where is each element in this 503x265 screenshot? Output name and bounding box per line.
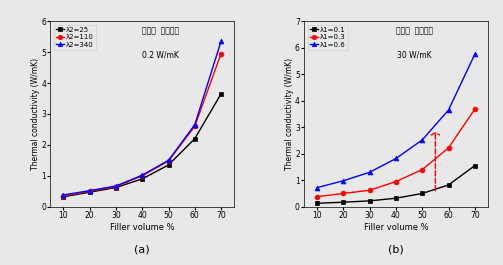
λ2=25 bbox=[218, 92, 224, 95]
λ1=0.6 bbox=[393, 157, 399, 160]
λ2=25 bbox=[165, 163, 172, 167]
λ2=110 bbox=[218, 52, 224, 55]
λ1=0.1 bbox=[419, 192, 425, 195]
λ2=340 bbox=[113, 184, 119, 188]
Text: 필러의  열전도율: 필러의 열전도율 bbox=[396, 27, 433, 36]
λ1=0.1 bbox=[314, 202, 320, 205]
Line: λ2=25: λ2=25 bbox=[61, 91, 223, 199]
X-axis label: Filler volume %: Filler volume % bbox=[110, 223, 175, 232]
λ2=110 bbox=[87, 190, 93, 193]
λ1=0.6 bbox=[314, 186, 320, 189]
λ1=0.3 bbox=[341, 192, 347, 195]
λ1=0.6 bbox=[367, 171, 373, 174]
Text: (b): (b) bbox=[388, 244, 404, 254]
λ2=340 bbox=[87, 189, 93, 192]
Line: λ2=340: λ2=340 bbox=[61, 39, 223, 197]
λ1=0.1 bbox=[393, 197, 399, 200]
λ1=0.3 bbox=[472, 108, 478, 111]
λ1=0.6 bbox=[341, 179, 347, 182]
λ1=0.1 bbox=[472, 164, 478, 167]
X-axis label: Filler volume %: Filler volume % bbox=[364, 223, 428, 232]
λ2=25 bbox=[113, 186, 119, 189]
λ1=0.6 bbox=[446, 108, 452, 112]
λ1=0.3 bbox=[314, 195, 320, 198]
λ1=0.3 bbox=[419, 168, 425, 171]
Text: (a): (a) bbox=[134, 244, 150, 254]
Line: λ1=0.1: λ1=0.1 bbox=[315, 163, 477, 206]
λ1=0.6 bbox=[472, 53, 478, 56]
λ2=340 bbox=[139, 174, 145, 177]
Text: 수지의  열전도율: 수지의 열전도율 bbox=[142, 27, 179, 36]
λ1=0.3 bbox=[446, 146, 452, 149]
λ1=0.1 bbox=[341, 201, 347, 204]
λ1=0.3 bbox=[393, 180, 399, 183]
λ2=25 bbox=[139, 177, 145, 180]
λ1=0.6 bbox=[419, 138, 425, 142]
λ2=340 bbox=[60, 193, 66, 197]
λ2=340 bbox=[192, 123, 198, 126]
λ1=0.1 bbox=[446, 183, 452, 187]
λ2=25 bbox=[192, 137, 198, 140]
λ2=110 bbox=[165, 159, 172, 162]
Text: 0.2 W/mK: 0.2 W/mK bbox=[142, 51, 179, 60]
λ2=110 bbox=[139, 174, 145, 177]
λ2=25 bbox=[87, 191, 93, 194]
Legend: λ1=0.1, λ1=0.3, λ1=0.6: λ1=0.1, λ1=0.3, λ1=0.6 bbox=[307, 25, 348, 50]
Legend: λ2=25, λ2=110, λ2=340: λ2=25, λ2=110, λ2=340 bbox=[54, 25, 96, 50]
Line: λ1=0.3: λ1=0.3 bbox=[315, 107, 477, 199]
Y-axis label: Thermal conductivity (W/mK): Thermal conductivity (W/mK) bbox=[31, 58, 40, 170]
λ1=0.3 bbox=[367, 189, 373, 192]
λ1=0.1 bbox=[367, 199, 373, 202]
λ2=340 bbox=[165, 159, 172, 162]
λ2=110 bbox=[113, 185, 119, 188]
Line: λ1=0.6: λ1=0.6 bbox=[315, 52, 477, 190]
λ2=340 bbox=[218, 40, 224, 43]
λ2=110 bbox=[192, 125, 198, 128]
λ2=25 bbox=[60, 195, 66, 198]
λ2=110 bbox=[60, 194, 66, 197]
Text: 30 W/mK: 30 W/mK bbox=[397, 51, 432, 60]
Line: λ2=110: λ2=110 bbox=[61, 51, 223, 198]
Y-axis label: Thermal conductivity (W/mK): Thermal conductivity (W/mK) bbox=[285, 58, 294, 170]
